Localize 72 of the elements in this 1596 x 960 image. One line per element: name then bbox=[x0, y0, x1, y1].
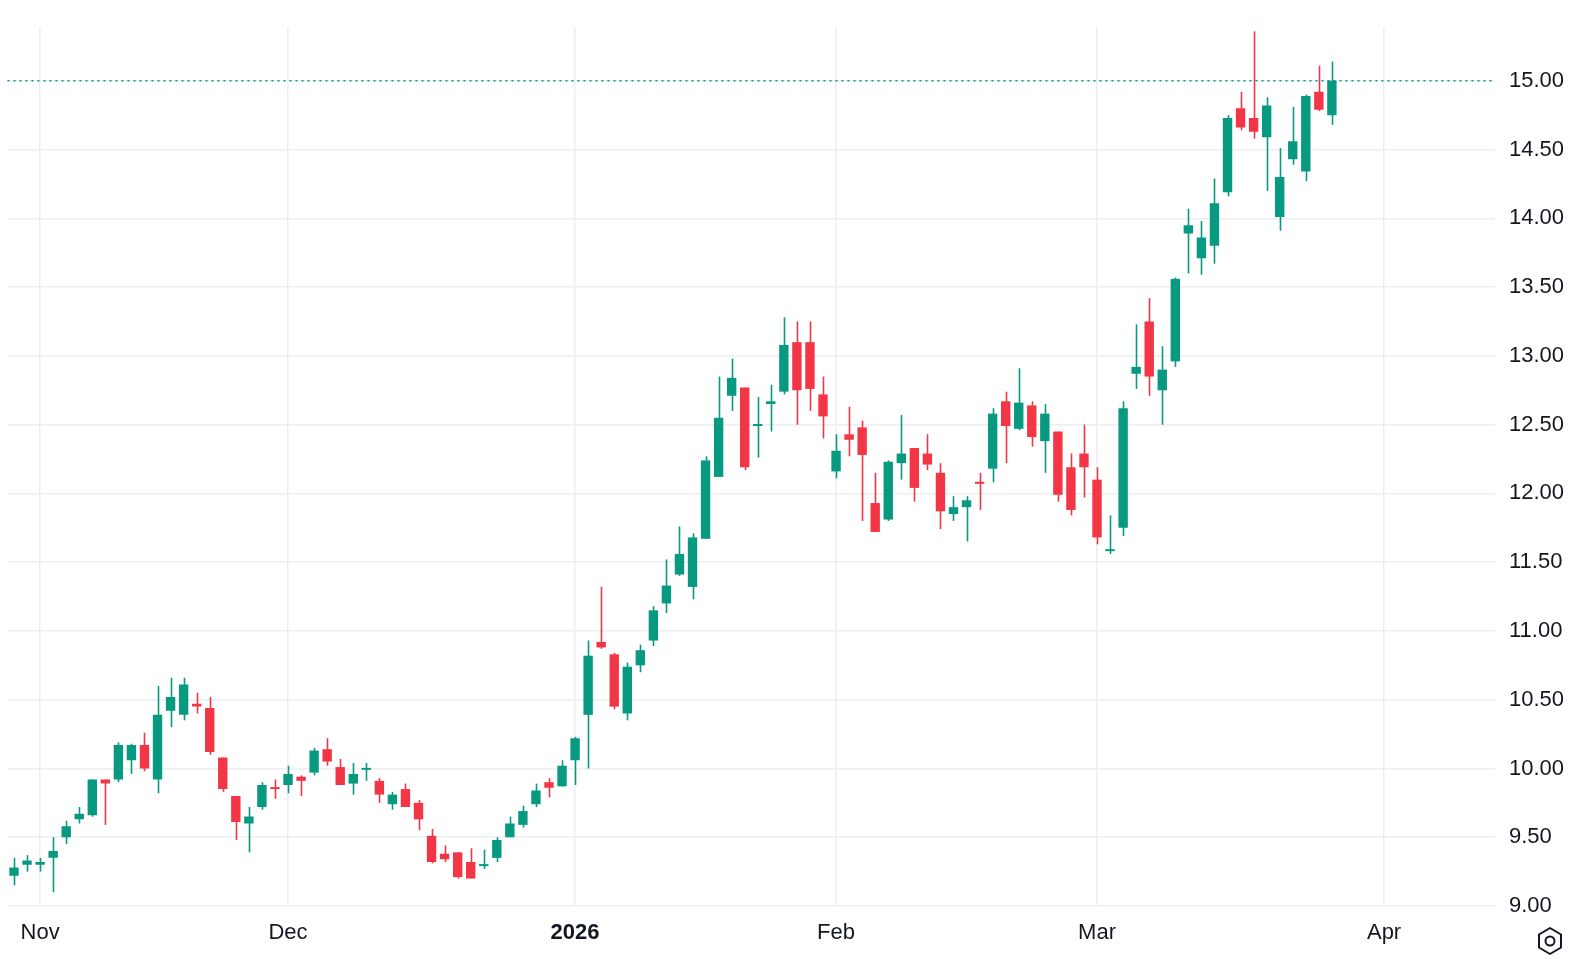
candlestick bbox=[1248, 30, 1259, 140]
y-tick-label: 11.50 bbox=[1509, 548, 1563, 574]
y-tick-label: 9.00 bbox=[1509, 892, 1552, 918]
x-tick-label: Nov bbox=[20, 919, 60, 945]
candlestick bbox=[818, 375, 828, 440]
candlestick bbox=[766, 383, 776, 433]
candlestick bbox=[9, 857, 19, 887]
candlestick bbox=[1183, 207, 1194, 275]
candlestick bbox=[165, 676, 176, 729]
y-tick-label: 12.50 bbox=[1509, 410, 1565, 436]
candlestick bbox=[1131, 323, 1141, 390]
candlestick bbox=[466, 847, 476, 880]
candlestick bbox=[322, 737, 332, 767]
x-tick-label: Mar bbox=[1078, 919, 1116, 945]
candlestick bbox=[1157, 345, 1167, 426]
candlestick bbox=[479, 848, 489, 870]
candlestick bbox=[518, 804, 528, 829]
candlestick bbox=[1288, 106, 1298, 166]
candlestick bbox=[492, 836, 502, 863]
candlestick bbox=[270, 778, 280, 800]
x-tick-label: Feb bbox=[817, 919, 856, 945]
candlestick bbox=[557, 759, 567, 788]
candlestick bbox=[1314, 64, 1324, 112]
candlestick bbox=[335, 758, 345, 786]
candlestick bbox=[974, 471, 985, 511]
candlestick bbox=[674, 525, 685, 577]
candlestick bbox=[896, 414, 906, 481]
candlestick bbox=[635, 643, 646, 673]
y-tick-label: 10.00 bbox=[1509, 754, 1565, 780]
candlestick bbox=[831, 433, 841, 480]
candlestick bbox=[257, 781, 267, 811]
candlestick bbox=[544, 777, 554, 799]
y-tick-label: 14.00 bbox=[1509, 204, 1565, 230]
candlestick bbox=[400, 782, 411, 808]
candlestick bbox=[961, 495, 972, 543]
candlestick bbox=[661, 558, 672, 614]
candlestick bbox=[570, 736, 580, 786]
candlestick bbox=[1196, 220, 1207, 276]
y-tick-label: 10.50 bbox=[1509, 685, 1565, 711]
candlestick bbox=[126, 742, 137, 775]
y-tick-label: 9.50 bbox=[1509, 823, 1552, 849]
candlestick bbox=[348, 762, 358, 796]
candlestick bbox=[296, 774, 306, 797]
candlestick bbox=[596, 586, 606, 650]
y-tick-label: 13.00 bbox=[1509, 341, 1565, 367]
candlestick bbox=[283, 764, 293, 795]
candlestick bbox=[1079, 423, 1089, 499]
candlestick bbox=[100, 778, 111, 826]
candlestick bbox=[531, 782, 541, 808]
candlestick bbox=[1105, 514, 1115, 555]
x-tick-label: Apr bbox=[1366, 919, 1402, 945]
candlestick bbox=[191, 692, 202, 715]
y-tick-label: 14.50 bbox=[1509, 135, 1565, 161]
y-tick-label: 13.50 bbox=[1509, 273, 1565, 299]
candlestick bbox=[413, 799, 424, 832]
candlestick bbox=[374, 777, 385, 804]
candlestick bbox=[753, 396, 763, 459]
candlestick bbox=[244, 806, 254, 854]
candlestick bbox=[309, 747, 319, 777]
candlestick bbox=[844, 405, 854, 458]
candlestick bbox=[48, 836, 58, 894]
y-tick-label: 12.00 bbox=[1509, 479, 1565, 505]
x-tick-label: 2026 bbox=[550, 919, 600, 945]
candlestick bbox=[139, 731, 150, 773]
candlestick bbox=[726, 357, 737, 412]
candlestick bbox=[1235, 91, 1246, 132]
candlestick bbox=[948, 495, 959, 522]
candlestick bbox=[922, 433, 933, 471]
y-tick-label: 15.00 bbox=[1509, 66, 1565, 92]
candlestick bbox=[61, 819, 71, 845]
x-tick-label: Dec bbox=[268, 919, 308, 945]
y-tick-label: 11.00 bbox=[1509, 617, 1563, 643]
